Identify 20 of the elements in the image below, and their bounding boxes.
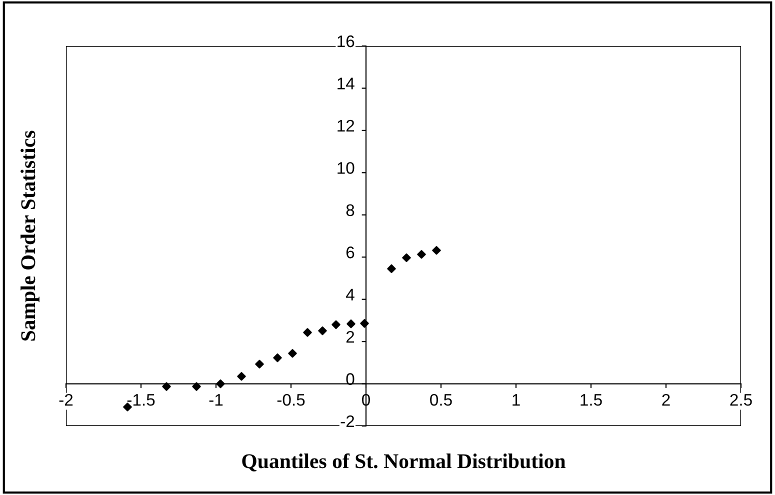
y-tick-label: 14 [338,78,354,90]
y-axis-title: Sample Order Statistics [20,130,40,341]
y-tick-label: 10 [338,162,354,174]
y-tick-label: 8 [346,204,354,216]
x-tick-label: -2 [59,394,73,406]
x-tick-label: 2.5 [730,394,752,406]
x-tick-label: 0.5 [430,394,452,406]
y-tick-label: 16 [338,35,354,48]
x-tick-label: 1 [512,394,520,406]
y-tick-label: 12 [338,120,354,132]
x-tick-label: -1.5 [127,394,155,406]
x-tick-label: -1 [209,394,223,406]
x-tick-label: 1.5 [580,394,602,406]
y-tick-label: 6 [346,246,354,258]
y-tick-label: -2 [340,415,354,428]
y-tick-label: 4 [346,288,354,300]
x-tick-label: 2 [662,394,670,406]
x-axis-title: Quantiles of St. Normal Distribution [242,453,566,472]
y-tick-label: 2 [346,330,354,343]
x-tick-label: -0.5 [277,394,305,406]
